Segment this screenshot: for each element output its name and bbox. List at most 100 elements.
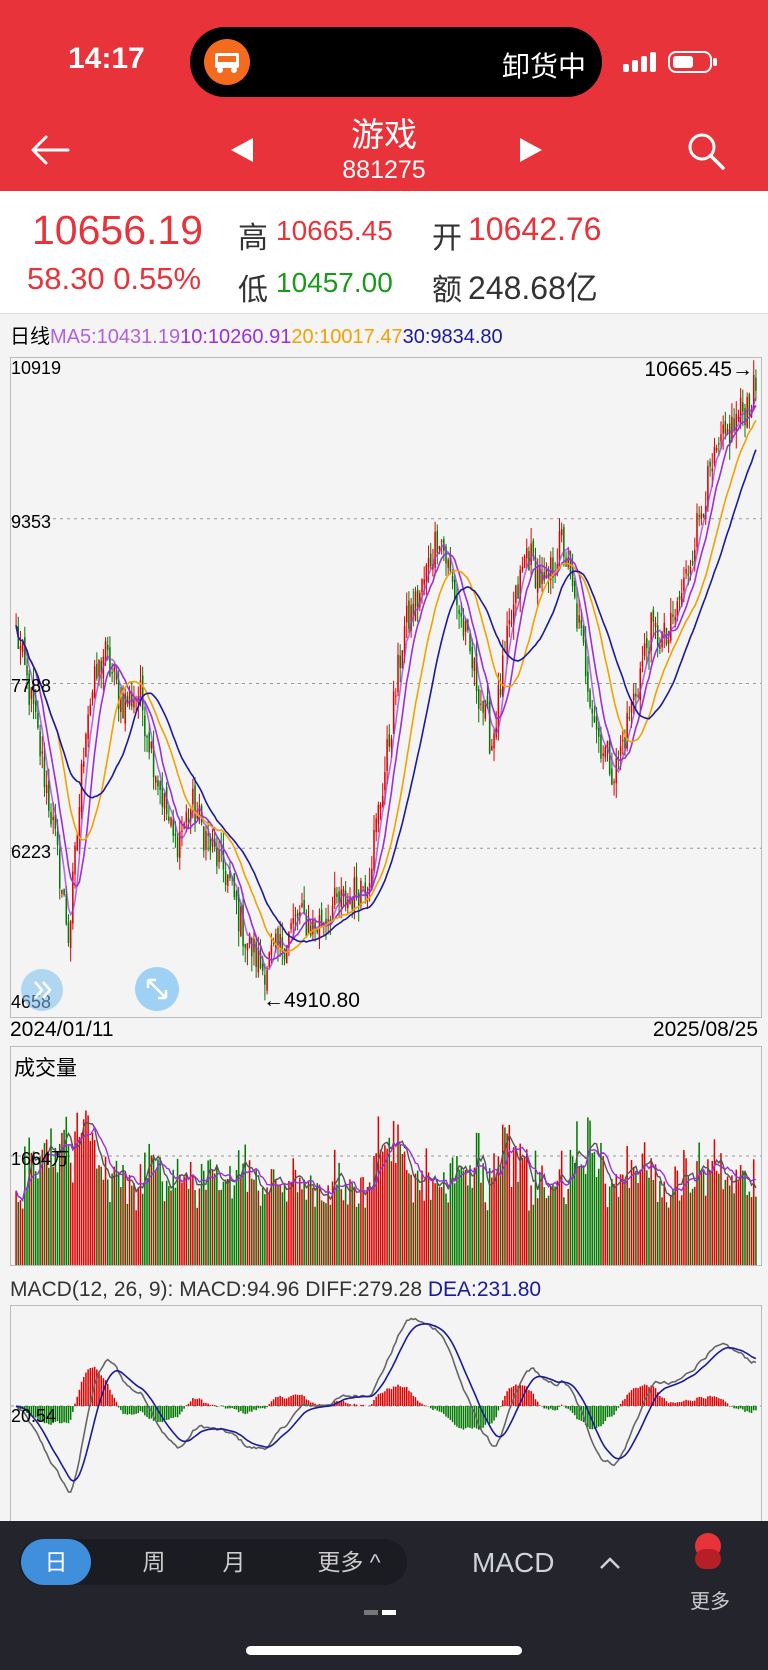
search-icon[interactable] xyxy=(685,130,727,172)
back-arrow-icon[interactable] xyxy=(28,128,72,172)
ma30-value: 30:9834.80 xyxy=(402,326,503,348)
macd-histogram-bar xyxy=(268,1404,271,1406)
candle-body xyxy=(713,447,716,464)
collapse-sidebar-button[interactable] xyxy=(21,969,63,1011)
macd-histogram-bar xyxy=(187,1403,190,1406)
macd-histogram-bar xyxy=(606,1406,609,1418)
macd-histogram-bar xyxy=(288,1397,290,1406)
tab-day[interactable]: 日 xyxy=(21,1539,91,1585)
tab-more[interactable]: 更多 ^ xyxy=(317,1549,381,1575)
volume-bar xyxy=(425,1148,428,1265)
macd-histogram-bar xyxy=(477,1406,480,1430)
volume-bar xyxy=(270,1169,273,1265)
macd-histogram-bar xyxy=(181,1406,183,1412)
volume-bar xyxy=(261,1187,264,1265)
candle-body xyxy=(591,708,593,714)
volume-bar xyxy=(687,1176,690,1265)
macd-histogram-bar xyxy=(626,1394,628,1406)
macd-histogram-bar xyxy=(598,1406,600,1427)
volume-bar xyxy=(379,1149,382,1265)
volume-bar xyxy=(45,1139,48,1265)
macd-tick: 20.54 xyxy=(11,1406,57,1426)
macd-histogram-bar xyxy=(536,1401,539,1406)
macd-histogram-bar xyxy=(687,1400,690,1406)
volume-bar xyxy=(689,1192,692,1265)
volume-bar xyxy=(126,1203,129,1265)
candle-body xyxy=(312,918,314,935)
tab-month[interactable]: 月 xyxy=(222,1549,246,1575)
volume-bar xyxy=(26,1187,28,1265)
macd-histogram-bar xyxy=(344,1402,347,1406)
candle-body xyxy=(26,665,28,676)
candle-body xyxy=(412,603,415,617)
macd-histogram-bar xyxy=(384,1391,386,1406)
macd-histogram-bar xyxy=(148,1406,150,1419)
volume-bar xyxy=(532,1204,535,1265)
candle-body xyxy=(34,700,37,712)
candle-body xyxy=(69,920,72,948)
volume-bar xyxy=(48,1167,50,1265)
dynamic-island[interactable]: 卸货中 xyxy=(190,27,602,97)
more-button[interactable]: 更多 xyxy=(690,1591,730,1613)
candle-body xyxy=(523,555,526,568)
macd-histogram-bar xyxy=(552,1406,554,1410)
candle-body xyxy=(168,816,170,821)
macd-histogram-bar xyxy=(622,1400,624,1406)
volume-bar xyxy=(672,1188,674,1265)
volume-bar xyxy=(323,1201,325,1265)
candle-body xyxy=(174,833,177,837)
kline-plot xyxy=(11,360,761,1001)
tab-week[interactable]: 周 xyxy=(142,1549,166,1575)
candle-body xyxy=(552,557,554,578)
candle-body xyxy=(198,805,201,818)
macd-histogram-bar xyxy=(674,1402,676,1406)
volume-bar xyxy=(296,1192,299,1265)
volume-chart[interactable]: 1664万 xyxy=(10,1046,762,1266)
candle-body xyxy=(392,691,395,734)
indicator-selector[interactable]: MACD xyxy=(472,1547,554,1579)
volume-bar xyxy=(691,1188,694,1265)
kline-chart[interactable]: 10919 9353 7788 6223 4658 10665.45→ ←491… xyxy=(10,357,762,1018)
volume-bar xyxy=(707,1159,709,1265)
macd-histogram-bar xyxy=(670,1402,672,1406)
volume-bar xyxy=(713,1139,716,1265)
volume-bar xyxy=(744,1171,746,1265)
volume-bar xyxy=(419,1190,421,1265)
volume-bar xyxy=(519,1143,521,1265)
candle-body xyxy=(338,891,340,903)
volume-bar xyxy=(37,1178,39,1265)
volume-bar xyxy=(366,1187,369,1265)
volume-bar xyxy=(750,1197,753,1265)
candle-body xyxy=(691,561,694,565)
candle-body xyxy=(598,728,600,737)
volume-bar xyxy=(598,1168,600,1265)
macd-histogram-bar xyxy=(157,1406,159,1423)
macd-histogram-bar xyxy=(65,1406,68,1423)
candle-body xyxy=(157,780,159,787)
macd-histogram-bar xyxy=(275,1397,277,1406)
volume-bar xyxy=(32,1151,35,1265)
macd-histogram-bar xyxy=(659,1396,661,1406)
macd-histogram-bar xyxy=(731,1406,733,1407)
volume-bar xyxy=(305,1199,308,1265)
volume-bar xyxy=(464,1169,467,1265)
previous-stock-icon[interactable] xyxy=(231,138,253,162)
macd-histogram-bar xyxy=(410,1392,412,1406)
volume-bar xyxy=(510,1186,513,1265)
ma30-line xyxy=(15,449,757,943)
next-stock-icon[interactable] xyxy=(520,138,542,162)
candle-body xyxy=(501,655,504,697)
candle-body xyxy=(663,622,666,633)
fullscreen-button[interactable] xyxy=(135,967,179,1011)
volume-bar xyxy=(279,1184,281,1265)
candle-body xyxy=(646,638,648,649)
candle-body xyxy=(429,553,432,567)
chevron-up-icon[interactable] xyxy=(598,1555,622,1571)
candle-body xyxy=(63,888,65,895)
candle-body xyxy=(628,716,631,719)
macd-chart[interactable]: 20.54 xyxy=(10,1305,762,1521)
candle-body xyxy=(550,557,552,581)
volume-bar xyxy=(541,1165,543,1265)
macd-histogram-bar xyxy=(694,1400,696,1406)
volume-bar xyxy=(314,1206,316,1265)
